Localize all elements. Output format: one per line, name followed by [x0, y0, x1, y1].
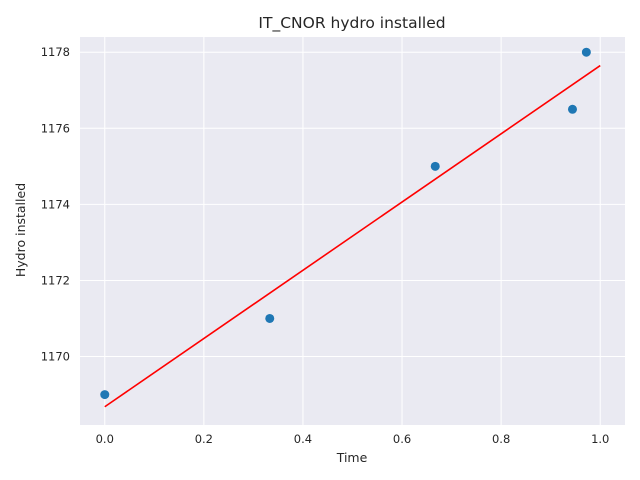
- y-tick-label: 1174: [41, 197, 70, 211]
- x-tick-label: 0.0: [96, 432, 114, 446]
- chart-title: IT_CNOR hydro installed: [258, 14, 445, 33]
- scatter-point: [430, 161, 440, 171]
- y-tick-label: 1170: [41, 350, 70, 364]
- x-tick-label: 0.6: [393, 432, 411, 446]
- grid-lines: [80, 37, 625, 425]
- scatter-point: [567, 104, 577, 114]
- x-tick-label: 0.4: [294, 432, 312, 446]
- x-tick-label: 0.8: [492, 432, 510, 446]
- x-tick-label: 0.2: [195, 432, 213, 446]
- x-tick-label: 1.0: [591, 432, 609, 446]
- y-axis-label: Hydro installed: [13, 183, 28, 277]
- y-tick-label: 1176: [41, 121, 70, 135]
- scatter-point: [100, 390, 110, 400]
- fit-line: [104, 64, 601, 408]
- x-axis-label: Time: [336, 450, 368, 465]
- scatter-point: [581, 47, 591, 57]
- tick-labels: 0.0 0.2 0.4 0.6 0.8 1.0 1170 1172 1174 1176 1178: [41, 45, 610, 446]
- y-tick-label: 1178: [41, 45, 70, 59]
- scatter-point: [265, 313, 275, 323]
- y-tick-label: 1172: [41, 273, 70, 287]
- series-layer: [100, 47, 601, 408]
